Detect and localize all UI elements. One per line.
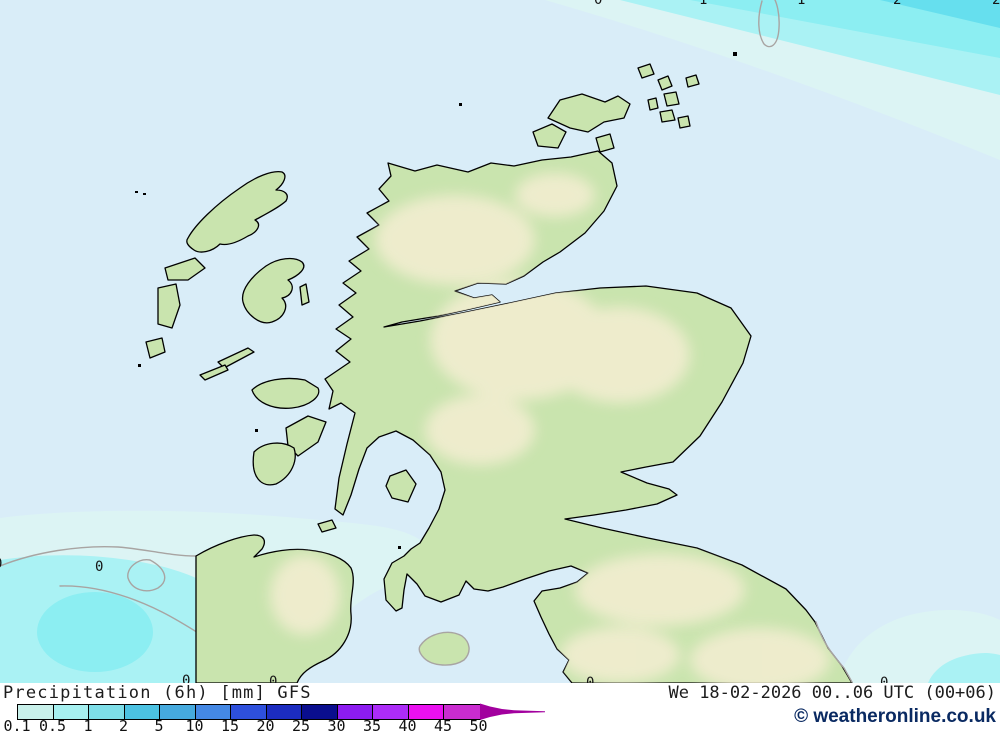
contour-value-label: 2 [992,0,1000,8]
islay-island [252,442,296,486]
south-uist-island [157,283,181,329]
contour-value-label: 0 [880,675,889,683]
precipitation-map: 0 1 1 2 2 0 0 0 0 0 0 [0,0,1000,683]
precip-band-2 [880,0,1000,28]
scale-tick-label: 1 [83,717,93,733]
scale-segment-35 [373,705,409,719]
contour-value-label: 0 [182,673,191,683]
orkney-isles [663,91,680,107]
orkney-mainland [547,93,631,133]
highland-shading [425,395,535,465]
scale-tick-label: 2 [118,717,129,733]
highland-shading [515,173,595,217]
scale-tick-label: 0.5 [38,717,67,733]
islet-speck [135,191,138,193]
contour-value-label: 2 [893,0,902,8]
scale-segment-30 [337,705,373,719]
barra-island [145,337,166,359]
scale-segment-25 [302,705,338,719]
scottish-islands [135,52,737,549]
ireland-coast-gray [0,545,197,567]
scale-segment-40 [408,705,444,719]
contour-value-label: 1 [699,0,708,8]
scale-segment-20 [266,705,302,719]
contour-value-label: 0 [95,559,104,575]
scale-segment-10 [195,705,231,719]
contour-loop [758,0,780,48]
scale-segment-45 [444,705,480,719]
lewis-harris-island [186,171,288,253]
islet-speck [459,103,462,106]
south-ronaldsay-island [595,133,615,153]
precip-band-1 [690,0,1000,58]
valid-time-label: We 18-02-2026 00..06 UTC (00+06) [668,683,996,703]
orkney-isles [657,75,673,91]
contour-value-label: 1 [797,0,806,8]
rathlin-island [317,519,337,533]
mull-island [251,377,320,409]
precipitation-color-scale [17,704,481,720]
arran-island [385,469,417,503]
footer-bar: Precipitation (6h) [mm] GFS We 18-02-202… [0,683,1000,733]
scale-tick-label: 30 [327,717,346,733]
highland-shading [375,195,535,285]
islet-speck [733,52,737,56]
orkney-isles [677,115,691,129]
copyright-label: © weatheronline.co.uk [794,706,996,727]
hoy-island [532,123,567,149]
scale-segment-0.5 [53,705,89,719]
scale-segment-2 [124,705,160,719]
orkney-isles [637,63,655,79]
map-title: Precipitation (6h) [mm] GFS [3,683,312,703]
scale-tick-label: 15 [220,717,240,733]
scale-segment-0.1 [18,705,54,719]
precip-band-0p5 [928,653,1000,683]
contour-value-label: 0 [594,0,603,8]
scale-segment-1 [89,705,125,719]
scale-tick-label: 10 [185,717,204,733]
scale-tick-label: 45 [433,717,453,733]
scale-tick-label: 40 [398,717,417,733]
highland-shading [690,628,830,683]
islet-speck [255,429,258,432]
contour-value-label: 0 [586,675,595,683]
islet-speck [143,193,146,195]
highland-shading [560,627,680,683]
orkney-isles [685,74,700,88]
scale-tick-label: 25 [291,717,311,733]
map-canvas [0,0,1000,683]
ireland-coast-gray [127,559,166,592]
scale-tick-label: 35 [362,717,382,733]
north-uist-island [164,257,206,281]
orkney-isles [659,109,676,123]
precip-area-southeast [838,609,1000,683]
scale-tick-label: 0.1 [3,717,31,733]
scale-overflow-arrow [480,703,545,720]
scale-segment-5 [160,705,196,719]
orkney-isles [647,97,659,111]
england-coast-gray [815,621,853,683]
highland-shading [550,307,690,403]
skye-island [241,257,305,324]
scale-segment-15 [231,705,267,719]
contour-value-label: 0 [269,674,278,683]
scale-tick-label: 5 [154,717,164,733]
isle-of-man [418,631,470,666]
ailsa-craig-islet [398,546,401,549]
contour-value-label: 0 [0,556,2,572]
precip-band-1 [37,592,153,672]
highland-shading [575,554,745,626]
raasay-island [299,283,310,306]
scale-tick-label: 50 [469,717,488,733]
scale-tick-label: 20 [256,717,275,733]
islet-speck [138,364,141,367]
tiree-coll-islands [199,364,229,381]
highland-shading [270,555,340,635]
precip-area-northeast [545,0,1000,160]
